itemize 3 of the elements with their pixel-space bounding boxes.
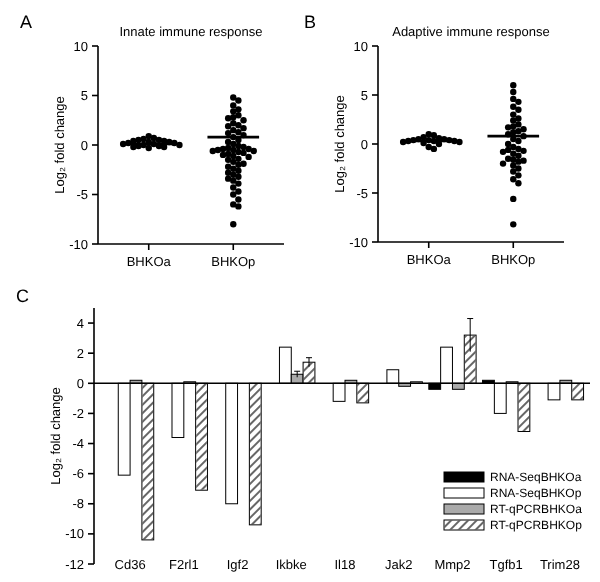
text: C [16,286,30,306]
text: A [20,12,33,32]
text: B [304,12,317,32]
